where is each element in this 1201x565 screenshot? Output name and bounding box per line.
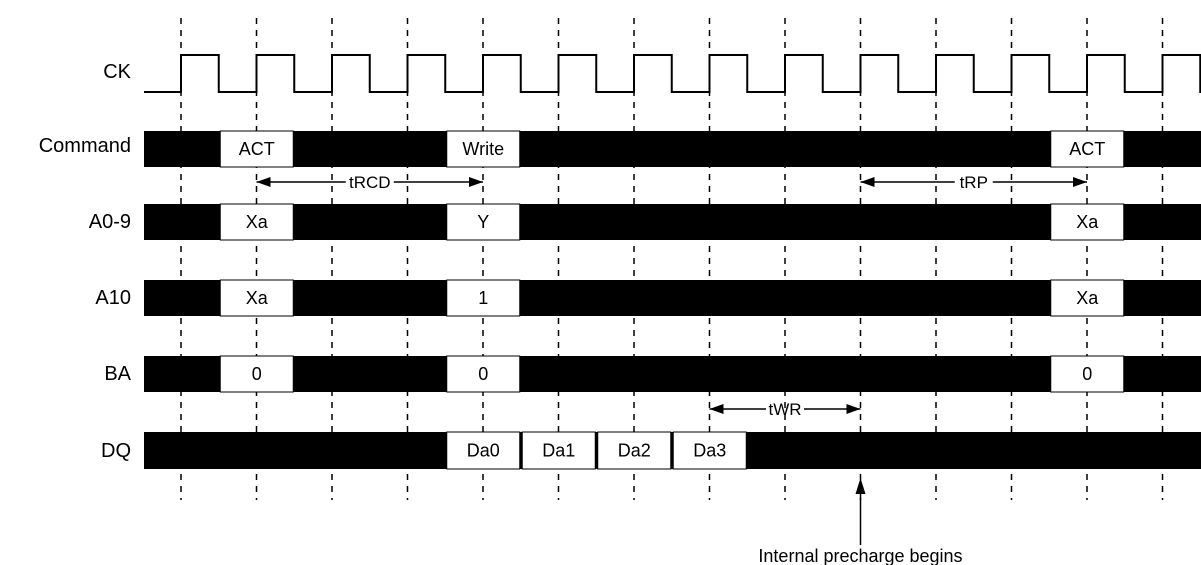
arrowhead: [709, 404, 724, 414]
signal-box: [446, 355, 521, 393]
signal-label: A10: [95, 287, 131, 309]
signal-box-label: 0: [478, 364, 488, 384]
signal-box-label: Da2: [618, 441, 651, 461]
signal-box-label: 1: [478, 288, 488, 308]
signal-labels: CK Command A0-9 A10 BA DQ: [39, 61, 132, 462]
timing-label: tWR: [768, 400, 801, 419]
signal-bar: [144, 432, 1201, 469]
signal-box: [446, 279, 521, 317]
signal-box: [1050, 355, 1125, 393]
signal-box: [446, 431, 521, 470]
signal-label: CK: [103, 61, 131, 83]
signal-box-label: Xa: [246, 212, 269, 232]
signal-bars: ACT Write ACT Xa Y Xa Xa 1 Xa 0 0 0 Da0 Da1 Da2 Da3: [144, 130, 1201, 470]
signal-label: Command: [39, 135, 131, 157]
signal-box: [597, 431, 672, 470]
signal-bar: [144, 280, 1201, 316]
signal-box: [446, 130, 521, 168]
signal-label: BA: [104, 363, 131, 385]
signal-box: [1050, 203, 1125, 241]
signal-box-label: Da1: [542, 441, 575, 461]
signal-box: [672, 431, 747, 470]
signal-box: [1050, 279, 1125, 317]
signal-box-label: 0: [252, 364, 262, 384]
signal-box-label: Da3: [693, 441, 726, 461]
clock-gridlines: [180, 18, 1164, 500]
signal-box-label: Da0: [467, 441, 500, 461]
signal-label: DQ: [101, 440, 131, 462]
signal-label: A0-9: [89, 211, 131, 233]
signal-box: [219, 130, 294, 168]
signal-box-label: Xa: [1076, 212, 1099, 232]
timing-intervals: tRCD tRP tWR: [256, 173, 1087, 419]
signal-box-label: Write: [462, 139, 504, 159]
signal-box-label: Xa: [1076, 288, 1099, 308]
annotation-text: Internal precharge begins: [758, 546, 962, 565]
signal-box-label: ACT: [239, 139, 275, 159]
arrowhead: [860, 177, 875, 187]
signal-box: [521, 431, 596, 470]
timing-label: tRP: [960, 173, 988, 192]
arrowhead: [469, 177, 483, 187]
signal-box: [219, 279, 294, 317]
signal-box: [219, 203, 294, 241]
timing-label: tRCD: [349, 173, 391, 192]
signal-box: [219, 355, 294, 393]
signal-box: [446, 203, 521, 241]
signal-box-label: Y: [477, 212, 489, 232]
annotation: Internal precharge begins: [758, 478, 963, 565]
arrowhead: [1073, 177, 1087, 187]
arrowhead: [256, 177, 271, 187]
signal-box-label: ACT: [1069, 139, 1105, 159]
signal-bar: [144, 204, 1201, 240]
signal-bar: [144, 356, 1201, 392]
clock-signal: [144, 54, 1201, 93]
signal-box-label: 0: [1082, 364, 1092, 384]
signal-box: [1050, 130, 1125, 168]
arrowhead: [846, 404, 861, 414]
signal-box-label: Xa: [246, 288, 269, 308]
signal-bar: [144, 131, 1201, 167]
arrowhead: [855, 478, 866, 494]
clock-waveform: [144, 54, 1201, 93]
